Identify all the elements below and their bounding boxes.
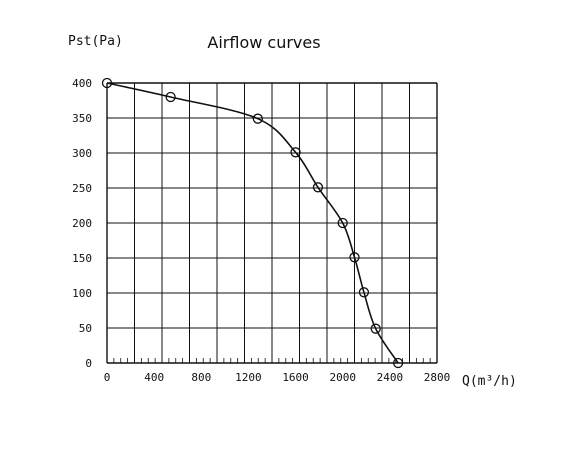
y-tick-label: 300 (72, 147, 92, 160)
x-axis-label: Q(m³/h) (462, 374, 517, 389)
y-tick-label: 0 (85, 357, 92, 370)
x-tick-label: 800 (191, 371, 211, 384)
y-tick-labels: 0 50 100 150 200 250 300 350 400 (72, 77, 92, 370)
data-point-marker (337, 217, 348, 229)
y-tick-label: 250 (72, 182, 92, 195)
data-point-marker (370, 323, 381, 334)
x-tick-labels: 0 400 800 1200 1600 2000 2400 2800 (104, 371, 451, 384)
y-axis-label: Pst(Pa) (68, 34, 123, 49)
data-point-marker (349, 252, 360, 263)
y-tick-label: 200 (72, 217, 92, 230)
data-point-marker (101, 77, 113, 89)
data-point-marker (312, 182, 324, 193)
data-point-marker (290, 147, 301, 158)
chart-title: Airflow curves (207, 33, 320, 52)
x-tick-label: 400 (144, 371, 164, 384)
y-tick-label: 350 (72, 112, 92, 125)
x-tick-label: 2800 (424, 371, 451, 384)
x-tick-label: 0 (104, 371, 111, 384)
x-tick-label: 2000 (329, 371, 356, 384)
x-tick-label: 1200 (235, 371, 262, 384)
x-tick-label: 2400 (377, 371, 404, 384)
y-tick-label: 150 (72, 252, 92, 265)
x-minor-ticks (113, 358, 431, 363)
x-tick-label: 1600 (282, 371, 309, 384)
y-tick-label: 100 (72, 287, 92, 300)
data-point-marker (252, 113, 264, 124)
series-line (106, 82, 399, 364)
data-point-marker (358, 287, 370, 298)
grid (106, 82, 438, 364)
marker-layer (101, 77, 404, 369)
y-tick-label: 400 (72, 77, 92, 90)
data-point-marker (165, 91, 176, 103)
y-tick-label: 50 (79, 322, 92, 335)
curve-layer (106, 82, 399, 364)
data-point-marker (392, 357, 404, 369)
